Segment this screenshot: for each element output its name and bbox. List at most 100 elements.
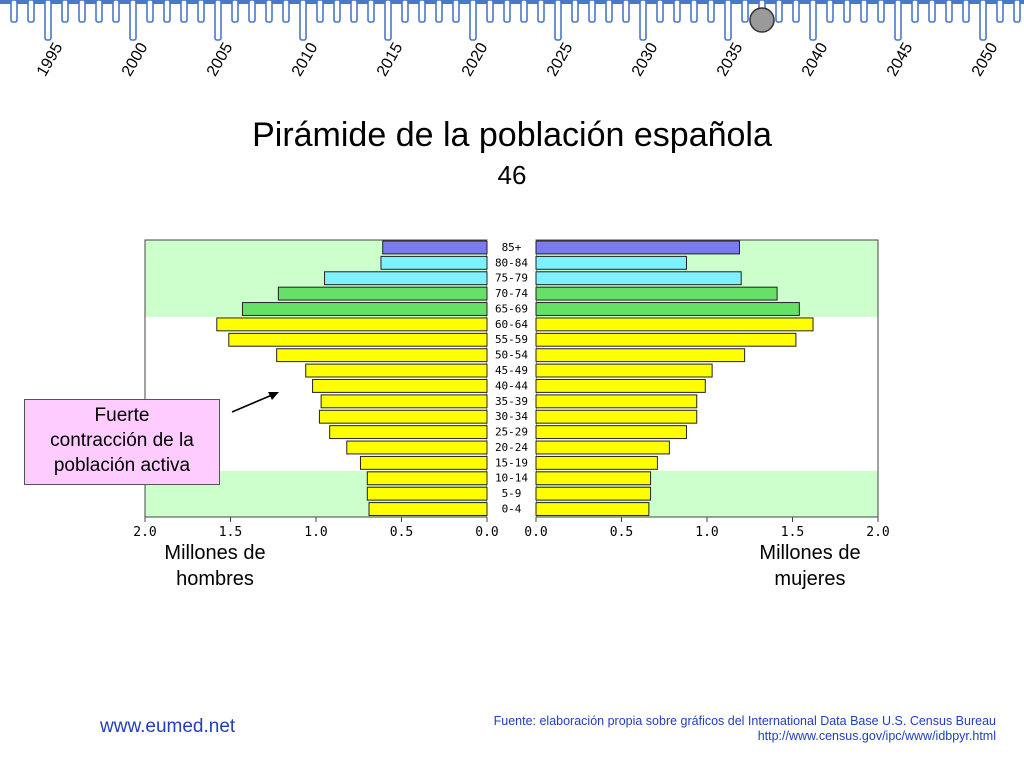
- age-label: 35-39: [495, 395, 528, 408]
- timeline-minor-tick: [911, 0, 919, 23]
- axis-caption-men-line-2: hombres: [176, 568, 254, 590]
- bar-men-35-39: [320, 394, 488, 409]
- bar-men-85+: [382, 240, 488, 255]
- timeline-minor-tick: [962, 0, 970, 23]
- men-axis-tick-label: 1.5: [219, 525, 242, 540]
- timeline-minor-tick: [163, 0, 171, 23]
- timeline-minor-tick: [435, 0, 443, 23]
- bar-women-80-84: [535, 255, 687, 270]
- annotation-arrow-line: [231, 394, 273, 413]
- bar-men-50-54: [276, 348, 488, 363]
- age-label: 85+: [502, 241, 522, 254]
- age-label: 65-69: [495, 302, 528, 315]
- timeline-major-tick: [129, 0, 137, 41]
- timeline-minor-tick: [27, 0, 35, 23]
- timeline-rail: [0, 0, 1024, 4]
- source-url[interactable]: http://www.census.gov/ipc/www/idbpyr.htm…: [757, 729, 996, 743]
- timeline-minor-tick: [265, 0, 273, 23]
- bar-women-20-24: [535, 440, 670, 455]
- age-label: 5-9: [502, 487, 522, 500]
- timeline-major-tick: [299, 0, 307, 41]
- timeline-minor-tick: [520, 0, 528, 23]
- bar-men-15-19: [359, 455, 488, 470]
- age-label: 50-54: [495, 349, 528, 362]
- women-axis-tick-label: 2.0: [866, 525, 889, 540]
- annotation-line-3: población activa: [53, 455, 191, 476]
- timeline-minor-tick: [316, 0, 324, 23]
- age-label: 10-14: [495, 472, 528, 485]
- timeline-minor-tick: [486, 0, 494, 23]
- timeline-minor-tick: [333, 0, 341, 23]
- timeline-slider[interactable]: 1995 2000 2005 2010 2015 2020 2025 2030 2035 2040…: [0, 0, 1024, 90]
- bar-women-15-19: [535, 455, 658, 470]
- timeline-major-tick: [894, 0, 902, 41]
- bar-men-20-24: [346, 440, 488, 455]
- axis-caption-men-line-1: Millones de: [164, 542, 266, 564]
- timeline-minor-tick: [826, 0, 834, 23]
- annotation-arrow-head: [268, 392, 279, 400]
- bar-men-60-64: [216, 317, 488, 332]
- timeline-minor-tick: [741, 0, 749, 23]
- bar-men-65-69: [241, 302, 488, 316]
- timeline-major-tick: [469, 0, 477, 41]
- bar-women-40-44: [535, 379, 706, 393]
- bar-men-25-29: [329, 425, 488, 440]
- timeline-minor-tick: [503, 0, 511, 23]
- age-label: 40-44: [495, 379, 528, 392]
- women-axis-tick-label: 1.5: [781, 525, 804, 540]
- timeline-major-tick: [809, 0, 817, 41]
- timeline-minor-tick: [843, 0, 851, 23]
- timeline-minor-tick: [860, 0, 868, 23]
- men-axis-tick-label: 1.0: [304, 525, 327, 540]
- timeline-minor-tick: [673, 0, 681, 23]
- axis-caption-women: Millones de mujeres: [735, 540, 885, 592]
- chart-title: Pirámide de la población española: [252, 116, 772, 154]
- bar-women-75-79: [535, 271, 742, 286]
- timeline-major-tick: [44, 0, 52, 41]
- timeline-minor-tick: [588, 0, 596, 23]
- timeline-minor-tick: [605, 0, 613, 23]
- timeline-minor-tick: [707, 0, 715, 23]
- timeline-minor-tick: [996, 0, 1004, 23]
- age-label: 60-64: [495, 318, 528, 331]
- chart-subtitle: 46: [497, 160, 527, 190]
- age-label: 55-59: [495, 333, 528, 346]
- timeline-minor-tick: [401, 0, 409, 23]
- timeline-minor-tick: [928, 0, 936, 23]
- bar-women-65-69: [535, 302, 800, 316]
- site-link[interactable]: www.eumed.net: [100, 716, 236, 737]
- timeline-minor-tick: [95, 0, 103, 23]
- women-axis-tick-label: 0.0: [524, 525, 547, 540]
- timeline-minor-tick: [418, 0, 426, 23]
- timeline-minor-tick: [945, 0, 953, 23]
- annotation-line-2: contracción de la: [50, 430, 194, 451]
- bar-women-70-74: [535, 286, 778, 301]
- timeline-major-tick: [639, 0, 647, 41]
- bar-men-40-44: [312, 379, 488, 393]
- timeline-minor-tick: [367, 0, 375, 23]
- timeline-minor-tick: [877, 0, 885, 23]
- bar-men-75-79: [324, 271, 488, 286]
- bar-men-70-74: [277, 286, 488, 301]
- bar-men-45-49: [305, 363, 488, 378]
- bar-women-50-54: [535, 348, 746, 363]
- women-axis-tick-label: 1.0: [695, 525, 718, 540]
- men-axis-tick-label: 0.0: [475, 525, 498, 540]
- timeline-minor-tick: [1013, 0, 1021, 23]
- men-axis-tick-label: 2.0: [133, 525, 156, 540]
- bar-women-10-14: [535, 471, 652, 486]
- bar-women-30-34: [535, 409, 698, 424]
- timeline-minor-tick: [197, 0, 205, 23]
- timeline-major-tick: [979, 0, 987, 41]
- timeline-minor-tick: [61, 0, 69, 23]
- age-label: 20-24: [495, 441, 528, 454]
- age-label: 45-49: [495, 364, 528, 377]
- timeline-minor-tick: [78, 0, 86, 23]
- timeline-minor-tick: [282, 0, 290, 23]
- annotation-line-1: Fuerte: [94, 405, 150, 426]
- bar-men-80-84: [380, 255, 488, 270]
- age-label-strip: [487, 240, 536, 517]
- timeline-marker-handle[interactable]: [749, 7, 775, 33]
- timeline-minor-tick: [146, 0, 154, 23]
- bar-women-25-29: [535, 425, 687, 440]
